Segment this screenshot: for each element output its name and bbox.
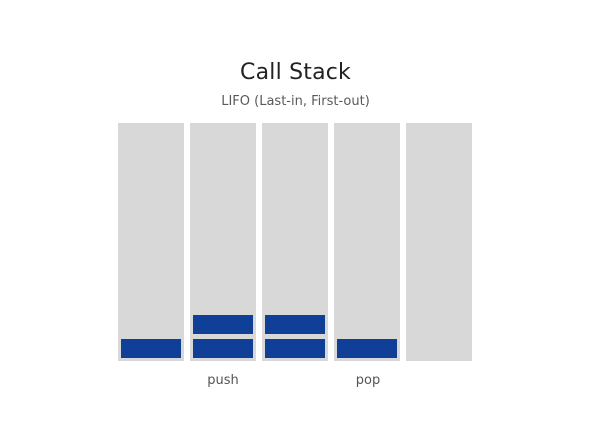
stack-column-2 — [190, 123, 256, 361]
stack-frame — [265, 315, 325, 334]
diagram-subtitle: LIFO (Last-in, First-out) — [221, 94, 370, 109]
stack-frame — [121, 339, 181, 358]
diagram-title: Call Stack — [240, 60, 351, 85]
stack-column-4 — [334, 123, 400, 361]
stack-frame — [193, 339, 253, 358]
stack-frame — [193, 315, 253, 334]
stack-column-1 — [118, 123, 184, 361]
push-label: push — [207, 373, 239, 388]
stack-column-5 — [406, 123, 472, 361]
stack-column-3 — [262, 123, 328, 361]
stack-frame — [265, 339, 325, 358]
pop-label: pop — [355, 373, 381, 388]
stack-frame — [337, 339, 397, 358]
